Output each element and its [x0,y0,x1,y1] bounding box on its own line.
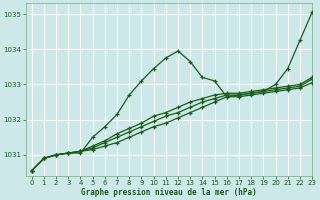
X-axis label: Graphe pression niveau de la mer (hPa): Graphe pression niveau de la mer (hPa) [81,188,257,197]
